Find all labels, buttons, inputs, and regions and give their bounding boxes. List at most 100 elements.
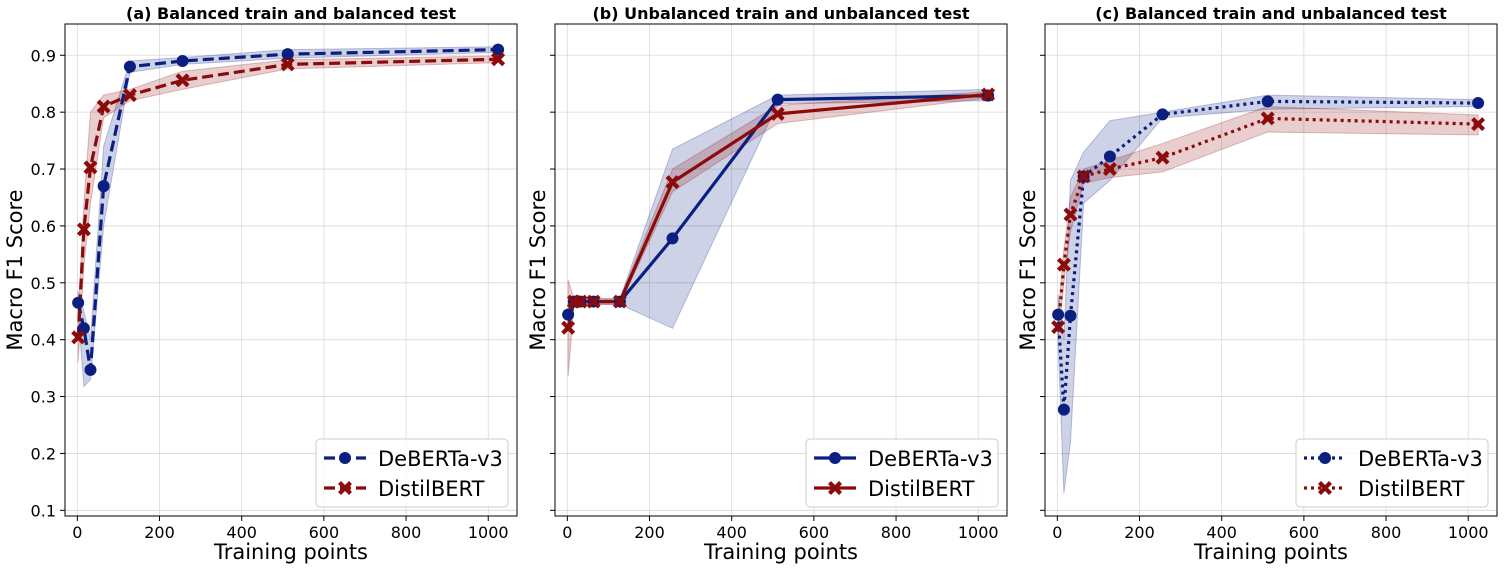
data-point-distilbert	[1155, 150, 1170, 165]
data-point-deberta	[97, 180, 110, 193]
y-tick-label: 0.9	[31, 46, 56, 65]
chart-panel-3: 0 200 400 600 800 1000 (c) Balanced train and …	[1016, 4, 1498, 564]
y-tick-label: 0.3	[31, 388, 56, 407]
y-tick-label: 0.8	[31, 103, 56, 122]
x-tick-label: 800	[1371, 523, 1402, 542]
x-tick-label: 400	[1206, 523, 1237, 542]
legend-label: DeBERTa-v3	[378, 447, 503, 471]
data-point-deberta	[123, 60, 136, 73]
x-axis-label: Training points	[703, 540, 858, 564]
x-tick-label: 0	[562, 523, 572, 542]
data-point-distilbert	[1471, 117, 1486, 132]
data-point-deberta	[666, 232, 679, 245]
legend-label: DeBERTa-v3	[1358, 447, 1483, 471]
legend-x-icon	[828, 481, 842, 495]
data-point-deberta	[1057, 403, 1070, 416]
data-point-distilbert	[981, 87, 996, 102]
y-tick-label: 0.2	[31, 444, 56, 463]
data-point-distilbert	[1102, 162, 1117, 177]
data-point-distilbert	[76, 222, 91, 237]
x-tick-label: 1000	[958, 523, 999, 542]
chart-panel-1: 0 200 400 600 800 1000 0.1 0.2 0.3 0.4 0.5 0.6 0.7 0.…	[3, 4, 518, 564]
legend-box	[1295, 438, 1489, 508]
data-point-deberta	[72, 296, 85, 309]
legend-box	[805, 438, 999, 508]
data-point-distilbert	[71, 330, 86, 345]
data-point-deberta	[176, 54, 189, 67]
y-tick-label: 0.1	[31, 501, 56, 520]
legend: DeBERTa-v3 DistilBERT	[1295, 438, 1489, 508]
data-point-deberta	[281, 48, 294, 61]
data-point-distilbert	[122, 88, 137, 103]
confidence-band-distilbert	[77, 55, 499, 363]
x-tick-label: 200	[1124, 523, 1155, 542]
data-point-deberta	[1472, 97, 1485, 110]
series-line-deberta	[1056, 99, 1479, 412]
data-point-distilbert	[561, 320, 576, 335]
x-tick-label: 200	[144, 523, 175, 542]
y-tick-label: 0.6	[31, 217, 56, 236]
chart-title: (c) Balanced train and unbalanced test	[1095, 4, 1447, 23]
legend-circle-icon	[339, 452, 351, 464]
x-tick-label: 1000	[1448, 523, 1489, 542]
data-point-distilbert	[83, 160, 98, 175]
data-point-deberta	[1261, 95, 1274, 108]
series-line-deberta	[76, 47, 499, 372]
plot-frame	[1044, 23, 1498, 517]
chart-title: (a) Balanced train and balanced test	[126, 4, 456, 23]
data-point-distilbert	[770, 106, 785, 121]
data-point-distilbert	[280, 57, 295, 72]
data-point-distilbert	[573, 294, 588, 309]
data-point-distilbert	[1051, 320, 1066, 335]
x-tick-label: 800	[881, 523, 912, 542]
legend: DeBERTa-v3 DistilBERT	[315, 438, 509, 508]
data-point-distilbert	[665, 175, 680, 190]
grid	[65, 24, 517, 516]
x-tick-label: 0	[1052, 523, 1062, 542]
legend-label: DistilBERT	[378, 477, 485, 501]
data-point-distilbert	[1063, 207, 1078, 222]
plot-frame	[64, 23, 518, 517]
chart-title: (b) Unbalanced train and unbalanced test	[592, 4, 969, 23]
plot-frame	[554, 23, 1008, 517]
x-tick-label: 0	[72, 523, 82, 542]
y-tick-label: 0.4	[31, 331, 56, 350]
legend-box	[315, 438, 509, 508]
data-point-deberta	[1103, 150, 1116, 163]
x-tick-label: 800	[391, 523, 422, 542]
legend-label: DeBERTa-v3	[868, 447, 993, 471]
series-line-distilbert	[76, 57, 499, 338]
grid	[1045, 24, 1497, 516]
x-tick-label: 200	[634, 523, 665, 542]
legend-label: DistilBERT	[868, 477, 975, 501]
legend: DeBERTa-v3 DistilBERT	[805, 438, 999, 508]
data-point-deberta	[771, 93, 784, 106]
y-tick-label: 0.5	[31, 274, 56, 293]
data-point-deberta	[1156, 108, 1169, 121]
x-tick-label: 400	[716, 523, 747, 542]
data-point-distilbert	[175, 73, 190, 88]
legend-circle-icon	[1319, 452, 1331, 464]
data-point-deberta	[1052, 308, 1065, 321]
y-axis-label: Macro F1 Score	[1016, 189, 1040, 350]
confidence-band-deberta	[567, 88, 989, 329]
data-point-distilbert	[612, 294, 627, 309]
x-tick-label: 400	[226, 523, 257, 542]
x-axis-label: Training points	[213, 540, 368, 564]
data-point-distilbert	[586, 294, 601, 309]
data-point-deberta	[492, 43, 505, 56]
data-point-distilbert	[1260, 111, 1275, 126]
y-axis-label: Macro F1 Score	[526, 189, 550, 350]
y-axis-label: Macro F1 Score	[3, 189, 27, 350]
data-point-deberta	[1064, 309, 1077, 322]
data-point-distilbert	[1056, 257, 1071, 272]
legend-circle-icon	[829, 452, 841, 464]
x-tick-label: 600	[799, 523, 830, 542]
x-tick-label: 600	[309, 523, 340, 542]
data-point-deberta	[84, 363, 97, 376]
x-tick-label: 1000	[468, 523, 509, 542]
series-line-distilbert	[1056, 116, 1479, 328]
confidence-band-deberta	[1057, 94, 1479, 494]
x-tick-label: 600	[1289, 523, 1320, 542]
